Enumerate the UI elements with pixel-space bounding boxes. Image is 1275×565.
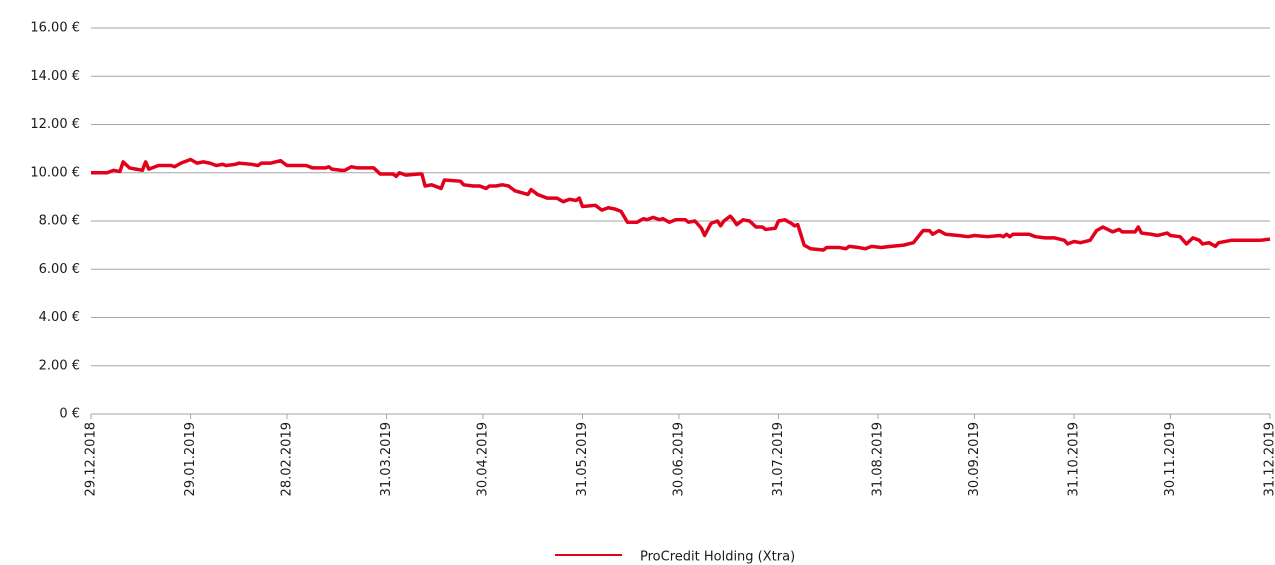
y-tick-label: 16.00 € [30,21,80,36]
x-tick-label: 30.11.2019 [1163,422,1178,496]
x-tick-label: 31.07.2019 [771,422,786,496]
x-tick-label: 31.03.2019 [379,422,394,496]
x-tick-label: 28.02.2019 [279,422,294,496]
y-tick-label: 10.00 € [30,165,80,180]
x-tick-label: 31.08.2019 [871,422,886,496]
x-tick-label: 31.10.2019 [1067,422,1082,496]
x-tick-label: 29.12.2018 [84,422,99,496]
x-tick-label: 31.05.2019 [575,422,590,496]
x-tick-label: 30.06.2019 [671,422,686,496]
y-tick-label: 2.00 € [39,358,80,373]
x-tick-label: 29.01.2019 [183,422,198,496]
x-tick-label: 31.12.2019 [1263,422,1275,496]
price-line [91,157,1271,252]
y-tick-label: 8.00 € [39,214,80,229]
y-tick-label: 0 € [59,407,80,422]
x-tick-label: 30.04.2019 [475,422,490,496]
x-tick-label: 30.09.2019 [967,422,982,496]
y-tick-label: 14.00 € [30,69,80,84]
y-tick-label: 4.00 € [39,310,80,325]
y-tick-label: 12.00 € [30,117,80,132]
y-tick-label: 6.00 € [39,262,80,277]
legend-label: ProCredit Holding (Xtra) [640,550,795,565]
